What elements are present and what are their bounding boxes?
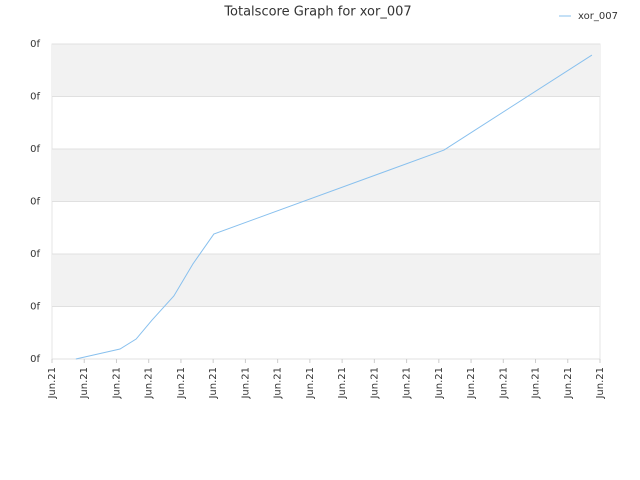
x-tick-label: Jun.21 [273, 367, 284, 400]
x-tick-label: Jun.21 [208, 367, 219, 400]
x-tick-label: Jun.21 [563, 367, 574, 400]
x-tick-label: Jun.21 [305, 367, 316, 400]
x-tick-label: Jun.21 [595, 367, 606, 400]
x-tick-label: Jun.21 [144, 367, 155, 400]
y-tick-label: 0f [30, 302, 40, 313]
y-tick-label: 0f [30, 39, 40, 50]
y-tick-label: 0f [30, 249, 40, 260]
y-tick-label: 0f [30, 354, 40, 365]
x-tick-label: Jun.21 [369, 367, 380, 400]
x-tick-label: Jun.21 [434, 367, 445, 400]
chart-title: Totalscore Graph for xor_007 [223, 5, 411, 20]
x-tick-label: Jun.21 [402, 367, 413, 400]
y-tick-label: 0f [30, 144, 40, 155]
grid-band [52, 254, 600, 307]
y-tick-label: 0f [30, 92, 40, 103]
x-tick-label: Jun.21 [498, 367, 509, 400]
line [75, 54, 593, 360]
x-tick-label: Jun.21 [337, 367, 348, 400]
legend-label: xor_007 [578, 11, 618, 22]
x-tick-label: Jun.21 [79, 367, 90, 400]
grid-band [52, 44, 600, 97]
x-tick-label: Jun.21 [47, 367, 58, 400]
x-tick-label: Jun.21 [240, 367, 251, 400]
x-tick-label: Jun.21 [531, 367, 542, 400]
x-tick-label: Jun.21 [176, 367, 187, 400]
x-tick-label: Jun.21 [111, 367, 122, 400]
y-tick-label: 0f [30, 197, 40, 208]
x-tick-label: Jun.21 [466, 367, 477, 400]
